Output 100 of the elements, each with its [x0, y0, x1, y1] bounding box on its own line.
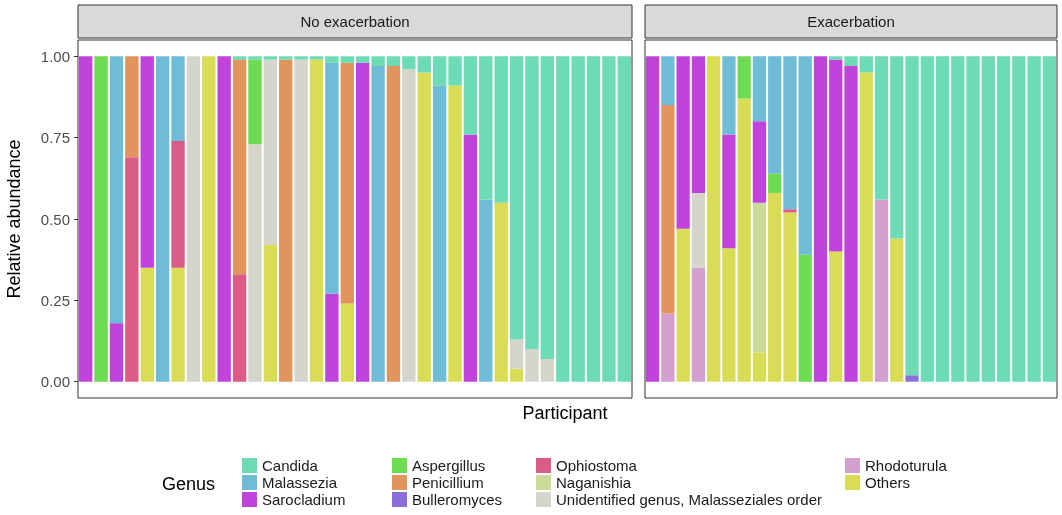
bar — [661, 105, 675, 314]
y-tick-label: 0.00 — [40, 373, 70, 391]
bar — [540, 358, 555, 382]
legend-label: Others — [865, 474, 911, 491]
bar — [935, 56, 950, 382]
bar — [844, 66, 858, 382]
bar — [402, 56, 416, 70]
bar — [279, 59, 293, 382]
bar — [1012, 56, 1026, 382]
bar — [920, 56, 934, 382]
bar — [340, 56, 354, 63]
bar — [722, 134, 736, 249]
bar — [874, 56, 889, 200]
bar — [109, 323, 124, 382]
bar — [248, 144, 262, 382]
bar — [432, 85, 447, 382]
bar — [768, 173, 782, 193]
legend-label: Penicillium — [412, 474, 484, 491]
bar — [417, 72, 431, 382]
bar — [140, 56, 154, 268]
legend-label: Naganishia — [556, 474, 632, 491]
bar — [79, 56, 93, 382]
bar — [248, 59, 262, 145]
bar — [494, 202, 508, 382]
bar — [463, 56, 478, 135]
bar — [645, 56, 660, 382]
bar — [279, 56, 293, 60]
legend-label: Bulleromyces — [412, 491, 503, 508]
bar — [340, 303, 354, 382]
bar — [325, 293, 339, 382]
bar — [859, 72, 873, 382]
bar — [371, 56, 385, 67]
bar — [171, 267, 185, 382]
bar — [109, 56, 124, 324]
legend-label: Aspergillus — [412, 457, 486, 474]
bar — [186, 56, 201, 382]
bar — [691, 267, 706, 382]
bar — [309, 56, 324, 60]
bar — [798, 56, 812, 255]
bar — [494, 56, 508, 203]
bar — [202, 56, 216, 382]
bar — [1027, 56, 1041, 382]
bar — [890, 238, 904, 382]
bar — [783, 212, 797, 382]
bar — [571, 56, 585, 382]
bar — [813, 56, 828, 382]
bar — [125, 56, 139, 158]
bar — [783, 56, 797, 210]
bar — [248, 56, 262, 60]
bar — [371, 66, 385, 382]
bar — [525, 349, 539, 382]
bar — [432, 56, 447, 86]
bar — [294, 56, 308, 60]
bar — [691, 56, 706, 193]
bar — [479, 199, 493, 382]
legend-label: Rhodoturula — [865, 457, 948, 474]
y-tick-label: 0.50 — [40, 210, 70, 228]
bar — [356, 56, 370, 63]
legend-title: Genus — [162, 474, 216, 494]
legend-label: Unidentified genus, Malasseziales order — [556, 491, 822, 508]
bar — [844, 56, 858, 67]
bar — [356, 62, 370, 382]
bar — [556, 56, 570, 382]
bar — [768, 56, 782, 174]
bar — [890, 56, 904, 239]
bar — [340, 62, 354, 304]
bar — [617, 56, 631, 382]
bar — [263, 56, 278, 60]
bar — [386, 56, 401, 67]
bar — [661, 313, 675, 382]
bar — [798, 254, 812, 382]
bar — [140, 267, 154, 382]
legend-label: Ophiostoma — [556, 457, 638, 474]
bar — [540, 56, 555, 359]
bar — [417, 56, 431, 73]
bar — [232, 59, 247, 275]
bar — [232, 56, 247, 60]
bar — [125, 157, 139, 382]
bar — [829, 251, 843, 382]
bar — [448, 56, 462, 86]
bar — [463, 134, 478, 382]
legend-label: Candida — [262, 457, 319, 474]
bar — [325, 56, 339, 63]
bar — [509, 339, 524, 369]
bar — [737, 56, 751, 99]
bar — [309, 59, 324, 382]
bar — [1042, 56, 1057, 382]
bar — [448, 85, 462, 382]
bar — [874, 199, 889, 382]
chart-title: Exacerbation — [807, 12, 895, 30]
bar — [263, 245, 278, 382]
bar — [829, 59, 843, 252]
bar — [752, 352, 767, 382]
bar — [966, 56, 980, 382]
bar — [217, 56, 231, 382]
bar — [859, 56, 873, 73]
bar — [951, 56, 965, 382]
bar — [294, 59, 308, 382]
y-tick-label: 0.75 — [40, 129, 70, 147]
bar — [768, 192, 782, 382]
